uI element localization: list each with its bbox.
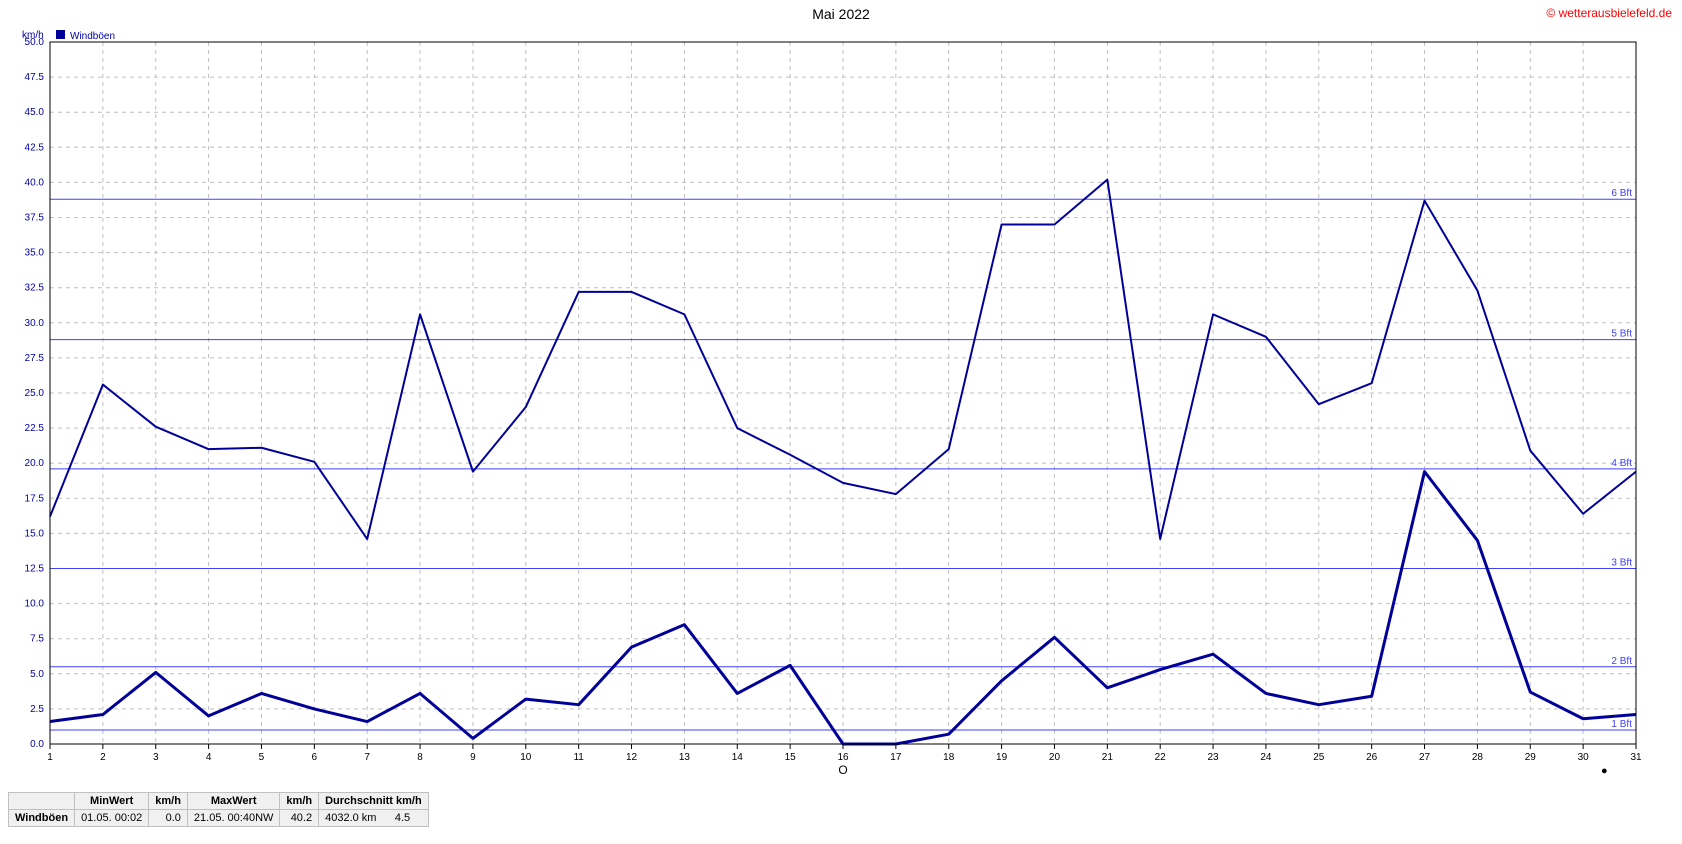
svg-text:22: 22 [1155, 752, 1167, 763]
svg-text:6 Bft: 6 Bft [1611, 188, 1632, 199]
svg-text:25.0: 25.0 [25, 388, 45, 399]
stats-avg-cell: 4032.0 km 4.5 [319, 810, 429, 827]
wind-chart: 0.0 2.5 5.0 7.5 10.0 12.5 15.0 17.5 20.0 22.5 25.0… [0, 24, 1682, 784]
svg-text:15.0: 15.0 [25, 528, 45, 539]
svg-text:30: 30 [1578, 752, 1590, 763]
copyright-notice: © wetterausbielefeld.de [1546, 6, 1672, 20]
svg-text:3 Bft: 3 Bft [1611, 558, 1632, 569]
svg-text:18: 18 [943, 752, 955, 763]
svg-text:25: 25 [1313, 752, 1325, 763]
svg-text:6: 6 [312, 752, 318, 763]
svg-text:16: 16 [837, 752, 849, 763]
stats-max-val: 40.2 [280, 810, 319, 827]
svg-text:13: 13 [679, 752, 691, 763]
svg-text:45.0: 45.0 [25, 107, 45, 118]
svg-text:11: 11 [573, 752, 584, 763]
svg-text:21: 21 [1102, 752, 1114, 763]
stats-min-date: 01.05. 00:02 [75, 810, 149, 827]
stats-min-val: 0.0 [149, 810, 188, 827]
stats-table: MinWert km/h MaxWert km/h Durchschnitt k… [8, 792, 429, 827]
svg-text:10.0: 10.0 [25, 599, 45, 610]
svg-text:9: 9 [470, 752, 476, 763]
stats-row-label: Windböen [9, 810, 75, 827]
svg-text:km/h: km/h [22, 30, 44, 41]
svg-text:7.5: 7.5 [30, 634, 44, 645]
chart-title: Mai 2022 [0, 0, 1682, 22]
svg-text:40.0: 40.0 [25, 177, 45, 188]
svg-text:22.5: 22.5 [25, 423, 45, 434]
svg-text:5 Bft: 5 Bft [1611, 329, 1632, 340]
svg-text:●: ● [1601, 765, 1608, 777]
svg-text:42.5: 42.5 [25, 142, 45, 153]
svg-text:14: 14 [732, 752, 744, 763]
svg-text:5: 5 [259, 752, 265, 763]
svg-text:30.0: 30.0 [25, 318, 45, 329]
stats-max-date: 21.05. 00:40NW [187, 810, 280, 827]
stats-min-header: MinWert [75, 793, 149, 810]
svg-text:Windböen: Windböen [70, 31, 115, 42]
svg-text:8: 8 [417, 752, 423, 763]
svg-text:4 Bft: 4 Bft [1611, 458, 1632, 469]
svg-text:O: O [838, 763, 847, 777]
stats-max-header: MaxWert [187, 793, 280, 810]
svg-text:1: 1 [47, 752, 53, 763]
svg-text:27: 27 [1419, 752, 1431, 763]
svg-text:4: 4 [206, 752, 212, 763]
svg-text:28: 28 [1472, 752, 1484, 763]
stats-min-unit: km/h [149, 793, 188, 810]
stats-empty-header [9, 793, 75, 810]
svg-text:29: 29 [1525, 752, 1537, 763]
svg-text:17.5: 17.5 [25, 493, 45, 504]
svg-text:12: 12 [626, 752, 638, 763]
svg-text:10: 10 [520, 752, 532, 763]
svg-text:27.5: 27.5 [25, 353, 45, 364]
svg-text:20: 20 [1049, 752, 1061, 763]
svg-text:26: 26 [1366, 752, 1378, 763]
svg-text:20.0: 20.0 [25, 458, 45, 469]
svg-text:24: 24 [1260, 752, 1272, 763]
svg-text:1 Bft: 1 Bft [1611, 719, 1632, 730]
svg-text:7: 7 [364, 752, 370, 763]
svg-text:47.5: 47.5 [25, 72, 45, 83]
svg-text:17: 17 [890, 752, 902, 763]
stats-avg-header: Durchschnitt km/h [319, 793, 429, 810]
svg-text:32.5: 32.5 [25, 283, 45, 294]
svg-text:5.0: 5.0 [30, 669, 44, 680]
svg-text:0.0: 0.0 [30, 739, 44, 750]
svg-text:31: 31 [1630, 752, 1642, 763]
svg-text:23: 23 [1208, 752, 1220, 763]
stats-max-unit: km/h [280, 793, 319, 810]
svg-text:2: 2 [100, 752, 106, 763]
svg-text:19: 19 [996, 752, 1008, 763]
svg-text:3: 3 [153, 752, 159, 763]
svg-text:37.5: 37.5 [25, 213, 45, 224]
svg-text:2.5: 2.5 [30, 704, 44, 715]
svg-text:2 Bft: 2 Bft [1611, 656, 1632, 667]
svg-text:15: 15 [785, 752, 797, 763]
svg-text:35.0: 35.0 [25, 248, 45, 259]
svg-text:12.5: 12.5 [25, 564, 45, 575]
